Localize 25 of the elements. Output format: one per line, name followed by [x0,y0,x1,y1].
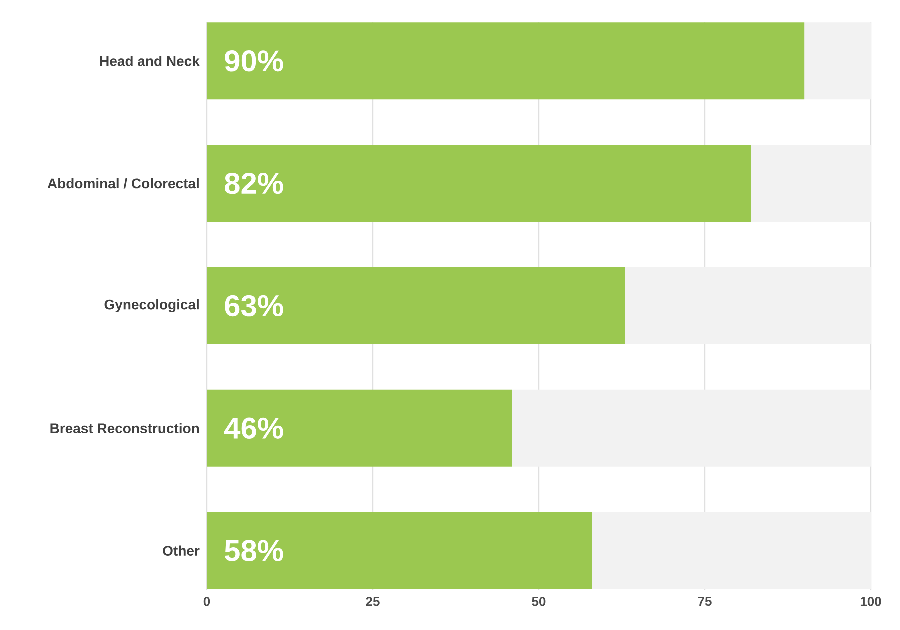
bar [751,145,871,222]
bar [207,390,512,467]
bar [592,512,871,590]
bar [207,22,805,100]
x-tick-label: 100 [860,597,882,606]
x-tick-label: 50 [532,597,546,606]
bar [207,512,592,590]
bar [804,22,871,100]
data-label: 90% [225,50,284,72]
y-tick-label: Gynecological [104,299,199,313]
data-label: 82% [225,172,284,194]
bar [625,267,871,344]
y-tick-label: Head and Neck [100,56,200,66]
y-tick-label: Abdominal / Colorectal [48,178,199,189]
data-label: 58% [224,540,284,562]
data-label: 63% [225,295,284,317]
x-tick-label: 25 [366,597,380,606]
x-tick-label: 0 [204,597,210,606]
y-tick-label: Other [163,546,200,556]
x-tick-label: 75 [698,597,712,606]
data-label: 46% [224,418,284,440]
bar [207,267,626,344]
bar [207,145,752,222]
y-tick-label: Breast Reconstruction [50,423,200,434]
bar [512,390,871,467]
